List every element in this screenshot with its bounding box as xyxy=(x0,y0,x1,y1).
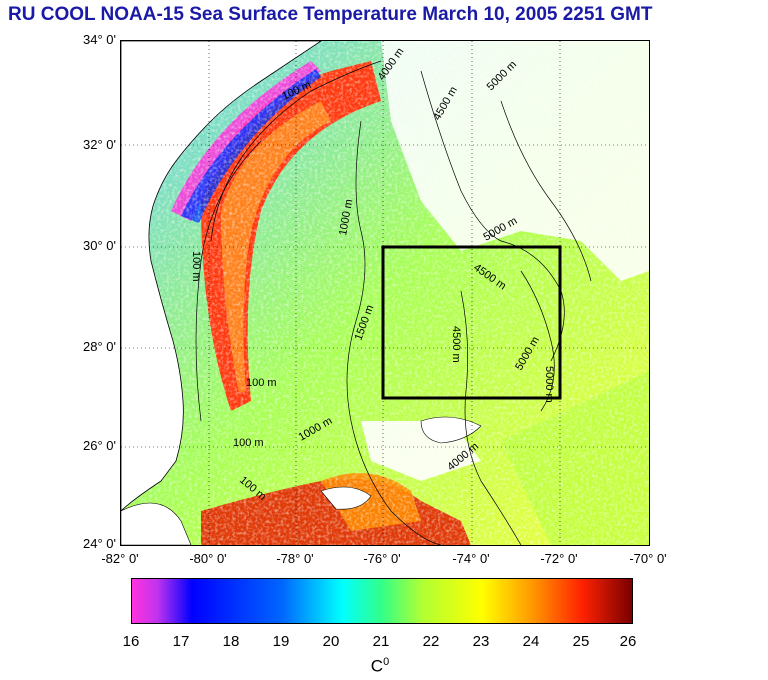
lat-label-32: 32° 0' xyxy=(83,137,116,152)
colorbar-tick: 17 xyxy=(172,633,190,650)
contour-label: 100 m xyxy=(246,377,277,389)
land-mass xyxy=(121,41,482,545)
colorbar-tick: 19 xyxy=(272,633,290,650)
lat-label-24: 24° 0' xyxy=(83,536,116,551)
lon-label-76: -76° 0' xyxy=(363,551,401,566)
contour-label: 4500 m xyxy=(450,326,462,363)
lat-label-28: 28° 0' xyxy=(83,339,116,354)
lon-label-72: -72° 0' xyxy=(540,551,578,566)
colorbar-tick: 18 xyxy=(222,633,240,650)
lat-label-26: 26° 0' xyxy=(83,438,116,453)
map-title: RU COOL NOAA-15 Sea Surface Temperature … xyxy=(8,4,653,25)
colorbar-tick: 21 xyxy=(372,633,390,650)
unit-text: C xyxy=(370,656,384,676)
bathymetry-contours xyxy=(195,60,592,545)
contour-label: 5000 m xyxy=(543,366,555,403)
lat-label-34: 34° 0' xyxy=(83,32,116,47)
colorbar-tick: 23 xyxy=(472,633,490,650)
lon-label-70: -70° 0' xyxy=(629,551,667,566)
colorbar-tick: 22 xyxy=(422,633,440,650)
colorbar-tick: 26 xyxy=(619,633,637,650)
contour-label: 100 m xyxy=(233,437,264,449)
sst-map: 100 m 100 m 100 m 100 m 100 m 4000 m 450… xyxy=(120,40,650,546)
colorbar-tick: 16 xyxy=(122,633,140,650)
lon-label-80: -80° 0' xyxy=(189,551,227,566)
lon-label-78: -78° 0' xyxy=(276,551,314,566)
sst-map-canvas: 100 m 100 m 100 m 100 m 100 m 4000 m 450… xyxy=(121,41,649,545)
colorbar-unit-label: C0 xyxy=(360,656,400,677)
unit-superscript: 0 xyxy=(383,656,390,668)
temperature-colorbar xyxy=(131,578,633,624)
region-box xyxy=(381,245,562,400)
colorbar-tick: 20 xyxy=(322,633,340,650)
colorbar-tick: 25 xyxy=(572,633,590,650)
lon-label-74: -74° 0' xyxy=(452,551,490,566)
colorbar-tick: 24 xyxy=(522,633,540,650)
lon-label-82: -82° 0' xyxy=(101,551,139,566)
lat-label-30: 30° 0' xyxy=(83,238,116,253)
graticule xyxy=(121,41,649,545)
contour-label: 100 m xyxy=(190,251,202,282)
